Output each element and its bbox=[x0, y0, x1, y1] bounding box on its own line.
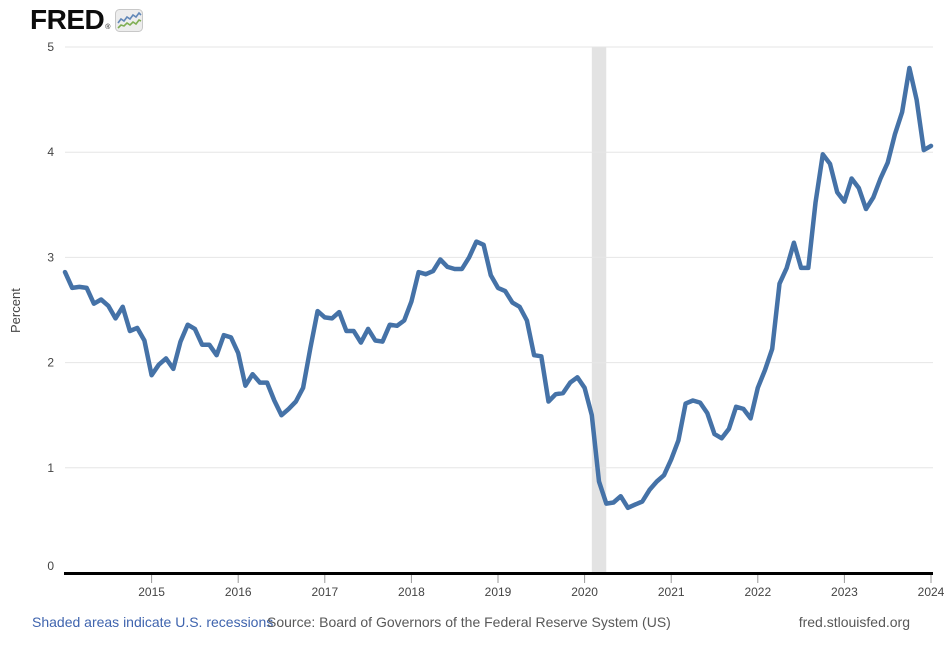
source-text: Source: Board of Governors of the Federa… bbox=[267, 614, 671, 630]
y-tick-label: 2 bbox=[47, 356, 54, 370]
y-tick-label: 5 bbox=[47, 40, 54, 54]
y-tick-label: 1 bbox=[47, 461, 54, 475]
fred-logo-text: FRED bbox=[30, 4, 105, 35]
year-tick-label: 2021 bbox=[658, 585, 685, 599]
year-tick-label: 2015 bbox=[138, 585, 165, 599]
year-tick-label: 2024 bbox=[918, 585, 945, 599]
fred-logo[interactable]: FRED ® bbox=[30, 4, 144, 37]
registered-trademark: ® bbox=[105, 24, 111, 31]
recession-note-link[interactable]: Shaded areas indicate U.S. recessions bbox=[32, 614, 274, 630]
year-tick-label: 2017 bbox=[311, 585, 338, 599]
year-tick-label: 2018 bbox=[398, 585, 425, 599]
y-tick-label: 3 bbox=[47, 250, 54, 264]
y-tick-label: 0 bbox=[47, 559, 54, 573]
x-axis-line bbox=[64, 572, 933, 575]
chart-footer: Shaded areas indicate U.S. recessions So… bbox=[0, 612, 950, 636]
year-tick-label: 2022 bbox=[744, 585, 771, 599]
year-tick-label: 2019 bbox=[485, 585, 512, 599]
year-tick-label: 2016 bbox=[225, 585, 252, 599]
data-line bbox=[62, 65, 934, 511]
y-tick-label: 4 bbox=[47, 145, 54, 159]
rate-line-chart: 0 1 2 3 4 5 2015 2016 2017 2018 2019 2020 2021 2022 20… bbox=[47, 40, 945, 599]
fred-sparkline-icon bbox=[115, 9, 144, 37]
year-tick-label: 2020 bbox=[571, 585, 598, 599]
fred-url-text: fred.stlouisfed.org bbox=[798, 614, 910, 630]
year-tick-label: 2023 bbox=[831, 585, 858, 599]
